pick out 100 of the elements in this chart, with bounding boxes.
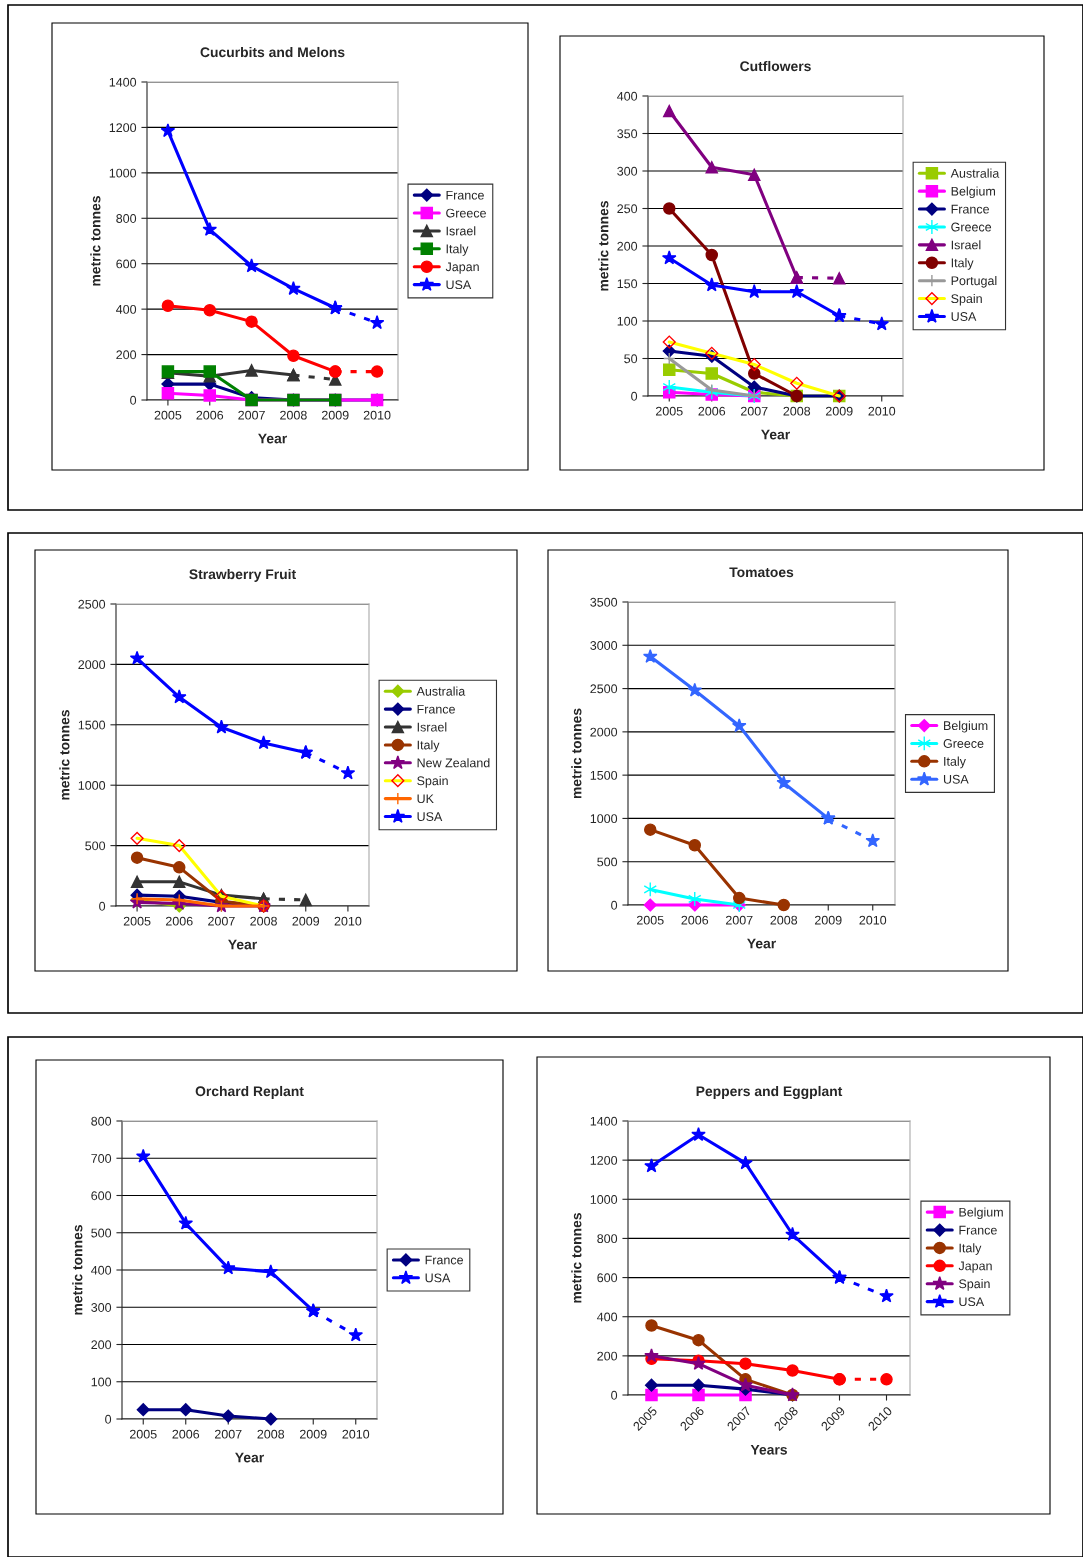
legend-label: France (959, 1225, 997, 1235)
legend-label: USA (951, 312, 977, 321)
y-axis-title: metric tonnes (72, 1225, 83, 1315)
y-tick-label: 0 (631, 391, 638, 401)
legend-label: Australia (416, 686, 466, 696)
legend-label: Belgium (944, 720, 988, 733)
y-tick-label: 500 (85, 841, 106, 851)
y-tick-label: 500 (91, 1228, 112, 1238)
x-tick-label: 2008 (280, 410, 307, 420)
legend-label: Greece (943, 739, 984, 748)
x-tick-label: 2006 (172, 1429, 200, 1439)
x-tick-label: 2005 (123, 916, 151, 926)
legend-label: France (951, 204, 989, 214)
legend-label: Italy (417, 740, 440, 752)
x-tick-label: 2009 (292, 916, 320, 926)
x-tick-label: 2005 (636, 915, 664, 925)
y-tick-label: 200 (597, 1351, 618, 1361)
legend-label: France (417, 704, 455, 714)
legend-label: Australia (950, 168, 1000, 178)
x-tick-label: 2005 (154, 410, 182, 420)
x-tick-label: 2006 (196, 410, 224, 420)
legend-label: UK (417, 794, 434, 804)
y-axis-title: metric tonnes (90, 196, 101, 286)
x-tick-label: 2010 (334, 916, 362, 926)
y-tick-label: 200 (617, 241, 638, 251)
x-axis-title: Years (750, 1444, 787, 1455)
y-tick-label: 400 (597, 1312, 618, 1322)
x-tick-label: 2007 (740, 406, 768, 416)
y-tick-label: 400 (116, 304, 137, 314)
legend-label: Italy (951, 258, 974, 270)
y-tick-label: 1500 (78, 720, 106, 730)
legend-label: USA (959, 1297, 985, 1307)
y-axis-title: metric tonnes (571, 708, 582, 799)
legend-label: France (425, 1255, 463, 1265)
y-tick-label: 1200 (109, 123, 137, 133)
chart-title: Peppers and Eggplant (696, 1085, 843, 1099)
y-tick-label: 0 (99, 901, 106, 911)
y-tick-label: 1000 (590, 814, 618, 824)
x-axis-title: Year (258, 433, 287, 444)
legend-label: Belgium (959, 1207, 1003, 1220)
legend-label: Spain (417, 776, 448, 788)
y-tick-label: 150 (617, 279, 638, 289)
y-tick-label: 2000 (590, 727, 618, 737)
y-tick-label: 250 (617, 204, 638, 214)
legend-label: Israel (951, 240, 981, 250)
x-tick-label: 2005 (129, 1429, 157, 1439)
y-tick-label: 3500 (590, 597, 618, 607)
legend-label: Japan (958, 1261, 992, 1273)
y-tick-label: 3000 (590, 641, 618, 650)
y-tick-label: 600 (91, 1191, 112, 1201)
y-tick-label: 400 (617, 91, 638, 101)
legend-label: Japan (445, 262, 479, 274)
x-tick-label: 2008 (770, 915, 798, 925)
legend-label: Italy (944, 756, 966, 769)
y-tick-label: 300 (617, 166, 638, 176)
x-tick-label: 2010 (859, 915, 887, 925)
y-tick-label: 0 (611, 900, 618, 910)
chart-title: Tomatoes (729, 567, 794, 578)
legend-label: Italy (959, 1243, 982, 1255)
y-tick-label: 0 (611, 1390, 618, 1400)
legend-label: Portugal (951, 275, 997, 288)
y-tick-label: 1000 (590, 1195, 618, 1204)
y-tick-label: 2000 (78, 660, 106, 670)
y-tick-label: 800 (116, 214, 137, 223)
y-tick-label: 0 (105, 1414, 112, 1424)
y-tick-label: 50 (624, 354, 638, 364)
y-tick-label: 1000 (109, 168, 137, 178)
x-axis-title: Year (235, 1452, 264, 1463)
chart-title: Strawberry Fruit (189, 568, 296, 582)
x-tick-label: 2009 (814, 915, 842, 925)
x-tick-label: 2006 (681, 915, 709, 925)
y-tick-label: 600 (116, 259, 137, 269)
y-tick-label: 400 (91, 1265, 112, 1275)
legend-label: Belgium (951, 186, 995, 199)
legend-label: Spain (951, 293, 982, 306)
x-tick-label: 2010 (363, 410, 391, 420)
x-tick-label: 2007 (214, 1429, 242, 1439)
y-tick-label: 800 (597, 1234, 618, 1244)
y-tick-label: 600 (597, 1273, 618, 1283)
x-tick-label: 2007 (208, 916, 235, 926)
legend-label: Israel (446, 226, 476, 236)
x-tick-label: 2007 (725, 915, 753, 925)
y-tick-label: 2500 (78, 599, 106, 609)
y-tick-label: 100 (617, 316, 638, 326)
y-tick-label: 100 (91, 1377, 112, 1387)
y-tick-label: 700 (91, 1154, 112, 1163)
legend-label: USA (425, 1273, 451, 1283)
x-tick-label: 2009 (825, 406, 853, 416)
x-tick-label: 2008 (257, 1429, 285, 1439)
y-axis-title: metric tonnes (571, 1213, 582, 1303)
legend-label: USA (417, 812, 443, 822)
x-tick-label: 2009 (321, 410, 349, 420)
x-axis-title: Year (761, 429, 790, 440)
y-tick-label: 1200 (590, 1155, 618, 1165)
legend-label: USA (943, 774, 969, 784)
legend-label: New Zealand (417, 758, 490, 768)
x-tick-label: 2006 (165, 916, 193, 926)
y-axis-title: metric tonnes (598, 201, 609, 291)
y-tick-label: 2500 (590, 684, 618, 694)
x-tick-label: 2008 (250, 916, 277, 926)
